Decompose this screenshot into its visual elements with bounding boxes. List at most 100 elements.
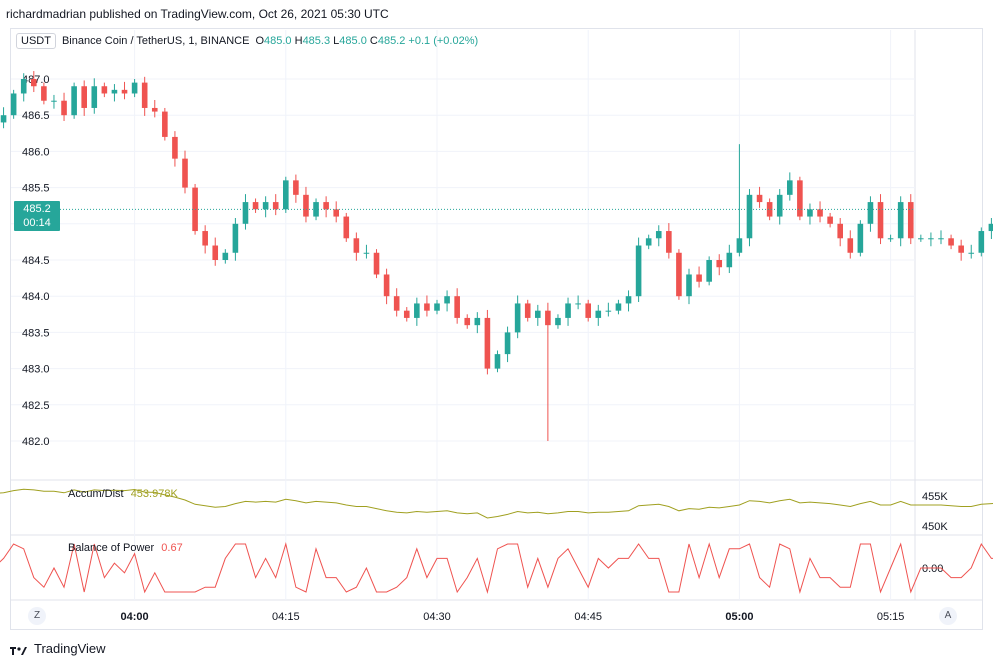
open-label: O <box>255 35 265 47</box>
candle-body <box>444 296 450 304</box>
y-tick-label: 483.0 <box>22 364 50 376</box>
y-tick-label: 483.5 <box>22 327 50 339</box>
candle-body <box>514 303 521 333</box>
candle-body <box>283 180 289 210</box>
candle-body <box>353 238 360 253</box>
x-tick-label: 04:00 <box>121 611 149 623</box>
candle-body <box>182 158 188 188</box>
low-value: 485.0 <box>339 35 367 47</box>
x-tick-label: 05:00 <box>725 611 753 623</box>
candle-body <box>938 238 944 240</box>
close-value: 485.2 <box>377 35 406 47</box>
candle-body <box>151 107 158 112</box>
candle-body <box>293 180 299 195</box>
candle-body <box>877 202 884 239</box>
auto-scale-button[interactable]: A <box>939 607 957 625</box>
candle-body <box>403 310 410 318</box>
bop-line <box>0 542 993 594</box>
candle-body <box>948 238 954 246</box>
candle-body <box>726 252 733 268</box>
candle-body <box>71 86 77 116</box>
candle-body <box>968 252 975 254</box>
y-tick-label: 484.5 <box>22 255 50 267</box>
candle-body <box>414 303 420 318</box>
candle-body <box>766 202 773 217</box>
last-price-tag: 485.2 00:14 <box>14 201 60 231</box>
low-label: L <box>333 35 340 47</box>
candle-body <box>887 238 894 240</box>
candle-body <box>655 231 662 239</box>
candle-body <box>605 310 612 312</box>
candle-body <box>464 317 471 326</box>
candle-body <box>918 238 924 240</box>
accum-y-tick: 450K <box>922 521 948 533</box>
candle-body <box>31 79 37 87</box>
bar-countdown: 00:14 <box>23 217 51 229</box>
candle-body <box>736 238 743 253</box>
x-tick-label: 04:30 <box>423 611 451 623</box>
candle-body <box>232 223 239 253</box>
candle-body <box>666 231 672 253</box>
bop-value: 0.67 <box>161 542 183 554</box>
candle-body <box>837 223 843 239</box>
candle-body <box>434 303 440 311</box>
y-tick-label: 485.5 <box>22 183 50 195</box>
y-tick-label: 482.0 <box>22 436 50 448</box>
candle-body <box>776 194 783 217</box>
candle-body <box>625 296 632 304</box>
candle-body <box>51 100 57 102</box>
candle-body <box>958 245 964 253</box>
candle-body <box>61 100 67 116</box>
candle-body <box>494 354 501 369</box>
candle-body <box>373 252 380 275</box>
currency-chip[interactable]: USDT <box>16 33 56 49</box>
candle-body <box>535 310 541 318</box>
candle-body <box>696 274 702 282</box>
candle-body <box>787 180 793 195</box>
candle-body <box>172 136 178 159</box>
bop-y-tick: 0.00 <box>922 563 943 575</box>
zoom-reset-button[interactable]: Z <box>28 607 46 625</box>
candle-body <box>383 274 390 297</box>
y-tick-label: 486.5 <box>22 110 50 122</box>
candle-body <box>565 303 571 318</box>
y-tick-label: 484.0 <box>22 291 50 303</box>
candle-body <box>867 202 874 224</box>
candle-body <box>323 202 329 210</box>
candle-body <box>222 252 229 260</box>
chart-header: USDT Binance Coin / TetherUS, 1, BINANCE… <box>16 33 478 49</box>
candle-body <box>504 332 511 355</box>
open-value: 485.0 <box>264 35 292 47</box>
candle-body <box>555 317 561 326</box>
candle-body <box>595 310 602 318</box>
candle-body <box>897 202 904 239</box>
candle-body <box>928 238 934 240</box>
chart-frame <box>10 28 983 630</box>
candle-body <box>756 194 763 203</box>
candle-body <box>545 310 551 326</box>
candle-body <box>121 89 128 94</box>
candle-body <box>393 296 400 311</box>
candle-body <box>807 209 813 217</box>
candle-body <box>162 111 168 137</box>
candle-body <box>20 79 27 94</box>
tradingview-logo[interactable]: TradingView <box>10 641 106 656</box>
candle-body <box>252 202 259 210</box>
candle-body <box>827 216 833 224</box>
candle-body <box>424 303 430 311</box>
candle-body <box>212 245 219 260</box>
candle-body <box>474 317 481 326</box>
close-label: C <box>369 35 378 47</box>
bop-label: Balance of Power <box>68 542 155 554</box>
x-tick-label: 04:45 <box>574 611 602 623</box>
accum-dist-legend[interactable]: Accum/Dist 453.978K <box>68 488 178 500</box>
candle-body <box>141 82 148 108</box>
accum-dist-value: 453.978K <box>130 488 178 500</box>
x-tick-label: 05:15 <box>877 611 905 623</box>
candle-body <box>484 317 491 369</box>
candle-body <box>978 231 985 253</box>
bop-legend[interactable]: Balance of Power 0.67 <box>68 542 183 554</box>
candle-body <box>585 303 591 318</box>
candle-body <box>303 194 309 217</box>
